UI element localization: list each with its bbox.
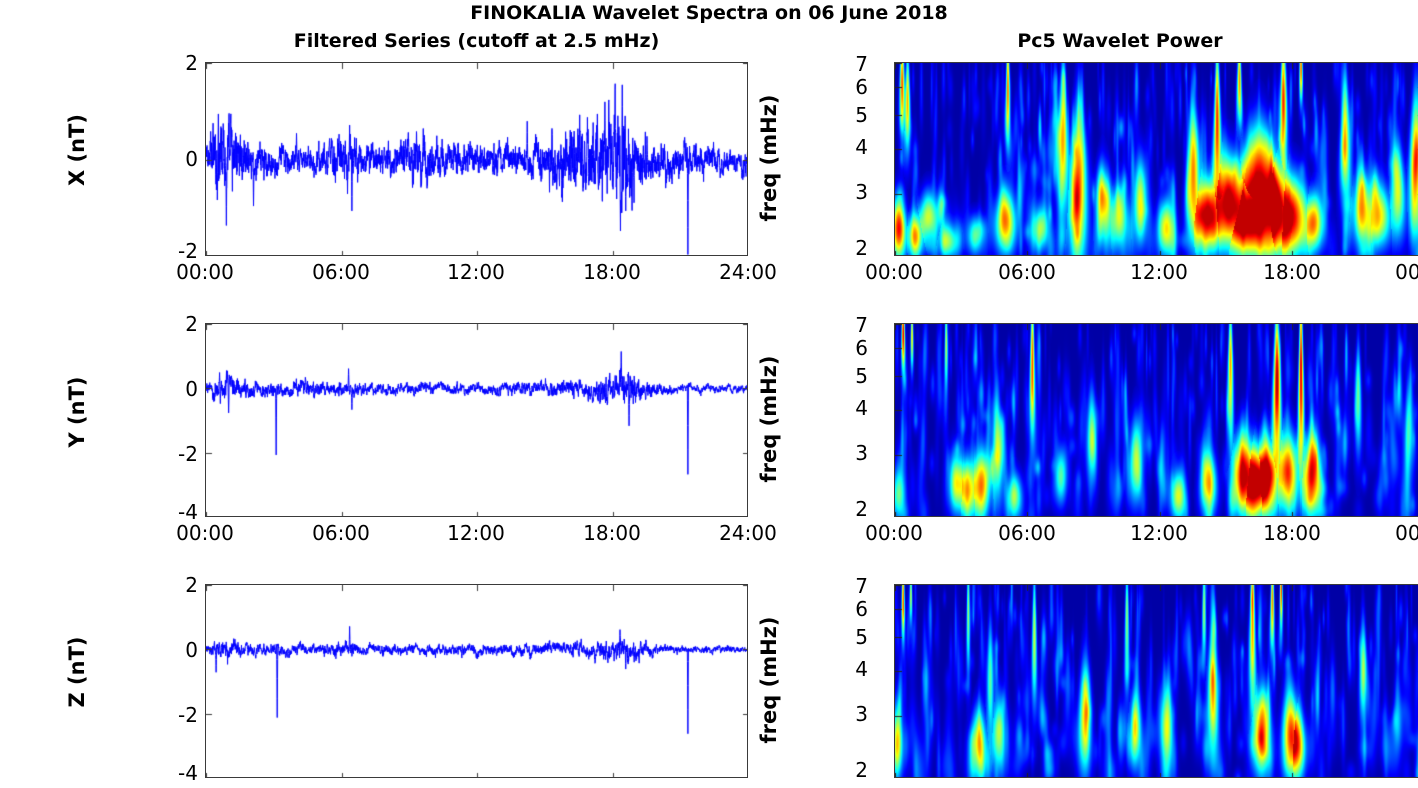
- ytick-x-0: 2: [185, 51, 198, 75]
- left-column-title: Filtered Series (cutoff at 2.5 mHz): [293, 30, 660, 52]
- ytick-freq-x-3: 3: [855, 180, 868, 204]
- timeseries-z-plot: [206, 585, 747, 777]
- xtick-y-0: 00:00: [176, 521, 234, 545]
- ytick-freq-y-4: 4: [855, 396, 868, 420]
- xtick-x-1: 06:00: [312, 260, 370, 284]
- xtick-y-1: 06:00: [312, 521, 370, 545]
- ylabel-freq-y: freq (mHz): [757, 355, 781, 483]
- xtick-y-3: 18:00: [583, 521, 641, 545]
- timeseries-x-plot: [206, 63, 747, 255]
- ytick-freq-x-2: 2: [855, 236, 868, 260]
- xtick-y-2: 12:00: [447, 521, 505, 545]
- timeseries-y-axes[interactable]: [205, 323, 748, 517]
- xtick-wv-y-2: 12:00: [1130, 521, 1188, 545]
- ytick-freq-z-3: 3: [855, 702, 868, 726]
- timeseries-x-axes[interactable]: [205, 62, 748, 256]
- ytick-freq-y-5: 5: [855, 364, 868, 388]
- ytick-z-1: 0: [185, 638, 198, 662]
- ytick-freq-y-7: 7: [855, 313, 868, 337]
- ytick-freq-x-6: 6: [855, 75, 868, 99]
- ytick-freq-z-6: 6: [855, 597, 868, 621]
- ytick-freq-y-2: 2: [855, 497, 868, 521]
- ylabel-freq-x: freq (mHz): [757, 94, 781, 222]
- xtick-wv-x-1: 06:00: [998, 260, 1056, 284]
- ytick-freq-y-6: 6: [855, 336, 868, 360]
- ytick-y-2: -2: [178, 442, 198, 466]
- xtick-x-2: 12:00: [447, 260, 505, 284]
- ytick-x-1: 0: [185, 147, 198, 171]
- ytick-x-2: -2: [178, 239, 198, 263]
- ytick-freq-x-5: 5: [855, 103, 868, 127]
- ytick-freq-z-2: 2: [855, 758, 868, 782]
- ytick-y-1: 0: [185, 377, 198, 401]
- xtick-x-4: 24:00: [719, 260, 777, 284]
- ylabel-y-nt: Y (nT): [65, 376, 89, 448]
- xtick-wv-x-3: 18:00: [1263, 260, 1321, 284]
- ylabel-x-nt: X (nT): [65, 114, 89, 186]
- wavelet-z-axes[interactable]: [894, 584, 1418, 778]
- ytick-z-2: -2: [178, 703, 198, 727]
- ytick-z-3: -4: [178, 761, 198, 785]
- ylabel-freq-z: freq (mHz): [757, 616, 781, 744]
- figure-title: FINOKALIA Wavelet Spectra on 06 June 201…: [470, 2, 948, 24]
- ytick-freq-z-4: 4: [855, 657, 868, 681]
- xtick-x-3: 18:00: [583, 260, 641, 284]
- ytick-freq-x-4: 4: [855, 135, 868, 159]
- xtick-wv-y-0: 00:00: [865, 521, 923, 545]
- wavelet-x-heatmap: [895, 63, 1418, 255]
- xtick-wv-y-4: 00:00: [1395, 521, 1418, 545]
- wavelet-y-axes[interactable]: [894, 323, 1418, 517]
- ytick-y-3: -4: [178, 500, 198, 524]
- ytick-y-0: 2: [185, 312, 198, 336]
- wavelet-x-axes[interactable]: [894, 62, 1418, 256]
- right-column-title: Pc5 Wavelet Power: [1017, 30, 1223, 52]
- wavelet-y-heatmap: [895, 324, 1418, 516]
- xtick-x-0: 00:00: [176, 260, 234, 284]
- ytick-freq-z-7: 7: [855, 574, 868, 598]
- timeseries-z-axes[interactable]: [205, 584, 748, 778]
- timeseries-y-plot: [206, 324, 747, 516]
- xtick-wv-x-2: 12:00: [1130, 260, 1188, 284]
- xtick-y-4: 24:00: [719, 521, 777, 545]
- ytick-freq-y-3: 3: [855, 441, 868, 465]
- ytick-freq-z-5: 5: [855, 625, 868, 649]
- ytick-freq-x-7: 7: [855, 52, 868, 76]
- ylabel-z-nt: Z (nT): [65, 636, 89, 708]
- xtick-wv-y-1: 06:00: [998, 521, 1056, 545]
- wavelet-z-heatmap: [895, 585, 1418, 777]
- ytick-z-0: 2: [185, 573, 198, 597]
- xtick-wv-x-4: 00:00: [1395, 260, 1418, 284]
- xtick-wv-x-0: 00:00: [865, 260, 923, 284]
- xtick-wv-y-3: 18:00: [1263, 521, 1321, 545]
